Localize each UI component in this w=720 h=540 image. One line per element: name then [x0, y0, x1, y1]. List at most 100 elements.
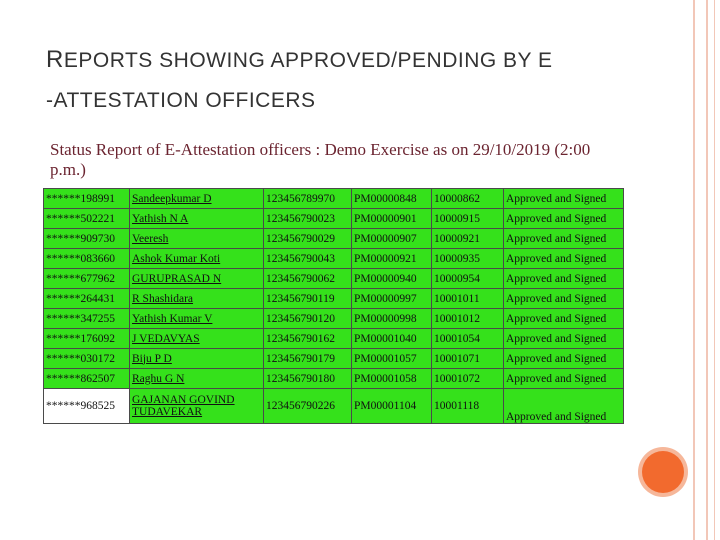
officer-id-text: ******677962 [46, 272, 115, 285]
pm-code-cell: PM00001104 [351, 388, 432, 424]
officer-name-text: GURUPRASAD N [132, 272, 222, 285]
title-line1: EPORTS SHOWING APPROVED/PENDING BY E [63, 49, 553, 72]
application-number-text: 123456790180 [266, 372, 335, 385]
status-text: Approved and Signed [506, 212, 607, 225]
pm-code-text: PM00001104 [354, 400, 417, 412]
reference-code-text: 10000862 [434, 192, 480, 205]
reference-code-cell: 10000915 [431, 208, 504, 229]
officer-name-cell: Ashok Kumar Koti [129, 248, 264, 269]
reference-code-cell: 10000954 [431, 268, 504, 289]
pm-code-cell: PM00000901 [351, 208, 432, 229]
officer-name-text: Biju P D [132, 352, 172, 365]
officer-id-text: ******264431 [46, 292, 115, 305]
pm-code-cell: PM00000921 [351, 248, 432, 269]
officer-id-text: ******198991 [46, 192, 115, 205]
table-row: ******677962 GURUPRASAD N 123456790062 PM00… [43, 268, 624, 289]
officer-name-text: Sandeepkumar D [132, 192, 212, 205]
status-cell: Approved and Signed [503, 268, 624, 289]
pm-code-cell: PM00001057 [351, 348, 432, 369]
officer-name-cell: Veeresh [129, 228, 264, 249]
officer-id-text: ******176092 [46, 332, 115, 345]
reference-code-text: 10000921 [434, 232, 480, 245]
reference-code-text: 10001011 [434, 292, 480, 305]
pm-code-text: PM00001040 [354, 332, 417, 345]
status-text: Approved and Signed [506, 372, 607, 385]
status-cell: Approved and Signed [503, 288, 624, 309]
pm-code-cell: PM00000997 [351, 288, 432, 309]
status-text: Approved and Signed [506, 332, 607, 345]
reference-code-cell: 10001054 [431, 328, 504, 349]
application-number-text: 123456790119 [266, 292, 335, 305]
application-number-text: 123456790120 [266, 312, 335, 325]
table-row: ******030172 Biju P D 123456790179 PM000010… [43, 348, 624, 369]
application-number-text: 123456790023 [266, 212, 335, 225]
officer-id-text: ******347255 [46, 312, 115, 325]
status-cell: Approved and Signed [503, 188, 624, 209]
application-number-text: 123456790029 [266, 232, 335, 245]
status-text: Approved and Signed [506, 411, 607, 423]
officer-id-cell: ******909730 [43, 228, 130, 249]
title-initial: R [46, 46, 64, 73]
application-number-text: 123456790062 [266, 272, 335, 285]
pm-code-cell: PM00001040 [351, 328, 432, 349]
pm-code-text: PM00000921 [354, 252, 417, 265]
reference-code-cell: 10000862 [431, 188, 504, 209]
reference-code-text: 10000915 [434, 212, 480, 225]
reference-code-cell: 10000921 [431, 228, 504, 249]
officer-id-text: ******909730 [46, 232, 115, 245]
officer-id-cell: ******677962 [43, 268, 130, 289]
status-cell: Approved and Signed [503, 348, 624, 369]
officer-id-cell: ******862507 [43, 368, 130, 389]
status-text: Approved and Signed [506, 352, 607, 365]
status-cell: Approved and Signed [503, 328, 624, 349]
pm-code-cell: PM00001058 [351, 368, 432, 389]
officer-id-cell: ******264431 [43, 288, 130, 309]
officer-id-cell: ******198991 [43, 188, 130, 209]
officer-id-cell: ******968525 [43, 388, 130, 424]
table-row: ******083660 Ashok Kumar Koti 123456790043… [43, 248, 624, 269]
table-row: ******968525 GAJANAN GOVIND TUDAVEKAR 1234… [43, 388, 624, 424]
reference-code-cell: 10001072 [431, 368, 504, 389]
decorative-border-line [706, 0, 708, 540]
officer-name-cell: Raghu G N [129, 368, 264, 389]
officer-id-cell: ******030172 [43, 348, 130, 369]
application-number-cell: 123456789970 [263, 188, 352, 209]
officer-id-text: ******968525 [46, 400, 115, 412]
pm-code-text: PM00000848 [354, 192, 417, 205]
application-number-cell: 123456790062 [263, 268, 352, 289]
application-number-text: 123456790162 [266, 332, 335, 345]
officer-name-cell: Sandeepkumar D [129, 188, 264, 209]
officer-name-text: Yathish Kumar V [132, 312, 213, 325]
decorative-border-line [714, 0, 715, 540]
officer-name-text: Ashok Kumar Koti [132, 252, 221, 265]
officer-name-cell: Yathish Kumar V [129, 308, 264, 329]
officer-name-text: Raghu G N [132, 372, 185, 385]
table-row: ******176092 J VEDAVYAS 123456790162 PM0000… [43, 328, 624, 349]
application-number-cell: 123456790119 [263, 288, 352, 309]
application-number-cell: 123456790023 [263, 208, 352, 229]
status-text: Approved and Signed [506, 232, 607, 245]
status-cell: Approved and Signed [503, 248, 624, 269]
officer-id-text: ******083660 [46, 252, 115, 265]
pm-code-text: PM00001057 [354, 352, 417, 365]
application-number-cell: 123456790180 [263, 368, 352, 389]
application-number-text: 123456790043 [266, 252, 335, 265]
reference-code-text: 10001118 [434, 400, 480, 412]
status-text: Approved and Signed [506, 292, 607, 305]
officer-name-text: GAJANAN GOVIND TUDAVEKAR [132, 394, 235, 418]
pm-code-cell: PM00000848 [351, 188, 432, 209]
status-cell: Approved and Signed [503, 368, 624, 389]
decorative-border-line [693, 0, 695, 540]
application-number-cell: 123456790162 [263, 328, 352, 349]
officer-id-cell: ******347255 [43, 308, 130, 329]
officer-name-cell: J VEDAVYAS [129, 328, 264, 349]
officer-name-text: Veeresh [132, 232, 169, 245]
officer-id-text: ******030172 [46, 352, 115, 365]
pm-code-cell: PM00000940 [351, 268, 432, 289]
status-cell: Approved and Signed [503, 208, 624, 229]
status-text: Approved and Signed [506, 272, 607, 285]
officer-name-cell: Yathish N A [129, 208, 264, 229]
officer-name-cell: GURUPRASAD N [129, 268, 264, 289]
application-number-cell: 123456790226 [263, 388, 352, 424]
pm-code-cell: PM00000998 [351, 308, 432, 329]
